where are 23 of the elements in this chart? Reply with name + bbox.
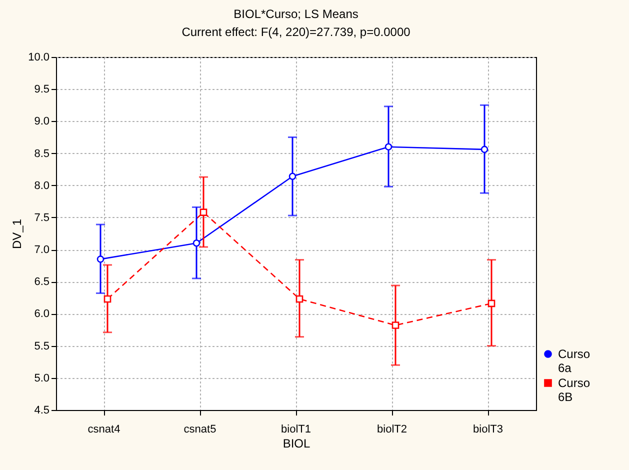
x-tick-label: biolT1	[281, 424, 311, 436]
chart-title: BIOL*Curso; LS Means	[234, 7, 358, 21]
y-tick-label: 6.0	[34, 308, 50, 320]
y-tick-label: 6.5	[34, 276, 50, 288]
legend-label: Curso 6a	[558, 347, 590, 375]
y-tick-label: 9.5	[34, 84, 50, 96]
y-tick-label: 5.0	[34, 372, 50, 384]
y-tick-label: 5.5	[34, 340, 50, 352]
y-tick-label: 8.5	[34, 148, 50, 160]
y-tick-label: 10.0	[28, 52, 50, 64]
x-tick-label: csnat5	[184, 424, 216, 436]
legend-label: Curso 6B	[558, 376, 590, 404]
x-axis-title: BIOL	[282, 436, 310, 450]
y-tick-label: 4.5	[34, 404, 50, 416]
y-tick-label: 7.0	[34, 244, 50, 256]
chart-subtitle: Current effect: F(4, 220)=27.739, p=0.0000	[182, 25, 411, 39]
y-tick-label: 7.5	[34, 212, 50, 224]
y-tick-label: 8.0	[34, 180, 50, 192]
x-tick-label: biolT2	[377, 424, 407, 436]
x-tick-label: biolT3	[473, 424, 503, 436]
y-tick-label: 9.0	[34, 116, 50, 128]
y-axis-title: DV_1	[10, 218, 24, 250]
x-tick-label: csnat4	[88, 424, 120, 436]
